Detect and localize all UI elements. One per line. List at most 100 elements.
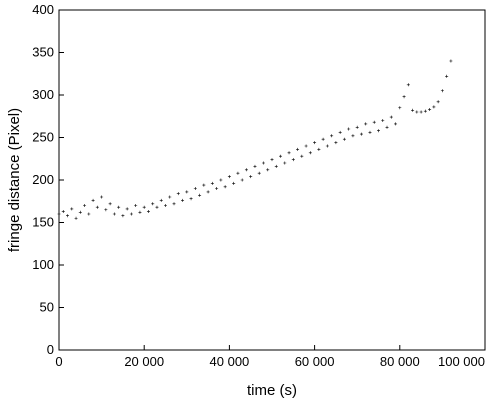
data-point [206, 190, 210, 194]
data-point [100, 195, 104, 199]
y-tick-label: 400 [32, 2, 54, 17]
data-point [372, 120, 376, 124]
data-point [159, 198, 163, 202]
data-point [445, 74, 449, 78]
data-point [253, 164, 257, 168]
data-point [74, 216, 78, 220]
data-point [317, 147, 321, 151]
data-point [270, 158, 274, 162]
data-point [359, 132, 363, 136]
data-point [398, 106, 402, 110]
data-point [236, 171, 240, 175]
x-axis-ticks: 0 20 000 40 000 60 000 80 000 100 000 [55, 345, 486, 369]
y-tick-label: 200 [32, 172, 54, 187]
y-tick-label: 300 [32, 87, 54, 102]
y-axis-ticks: 0 50 100 150 200 250 300 350 400 [32, 2, 64, 357]
data-point [257, 171, 261, 175]
x-tick-label: 60 000 [295, 354, 335, 369]
data-point [338, 130, 342, 134]
data-point [283, 161, 287, 165]
data-point [436, 100, 440, 104]
data-point [287, 151, 291, 155]
data-point [261, 161, 265, 165]
data-point [313, 141, 317, 145]
data-point [381, 119, 385, 122]
data-point [121, 214, 125, 218]
data-point [308, 151, 312, 155]
data-point [406, 83, 410, 87]
data-point [240, 178, 244, 182]
y-axis-title: fringe distance (Pixel) [6, 108, 23, 252]
y-tick-label: 150 [32, 215, 54, 230]
data-point [66, 214, 70, 218]
data-point [227, 175, 231, 179]
x-tick-label: 20 000 [124, 354, 164, 369]
data-point [134, 204, 138, 207]
data-point [244, 168, 248, 172]
data-point [321, 137, 325, 141]
data-point [215, 187, 219, 190]
data-point [249, 175, 253, 179]
data-point [155, 205, 159, 209]
data-point [78, 210, 82, 214]
data-point [355, 125, 359, 129]
data-point [198, 193, 202, 197]
data-point [87, 212, 91, 216]
y-tick-label: 350 [32, 45, 54, 60]
data-point [394, 122, 398, 126]
y-tick-label: 250 [32, 130, 54, 145]
plot-frame [58, 9, 486, 351]
data-point [112, 212, 116, 216]
data-point [185, 190, 189, 194]
data-point [104, 208, 108, 212]
data-point [70, 207, 74, 211]
data-point [449, 59, 453, 63]
x-tick-label: 100 000 [438, 354, 485, 369]
data-point [189, 197, 193, 201]
data-point [389, 115, 393, 119]
data-point [296, 147, 300, 151]
x-tick-label: 80 000 [380, 354, 420, 369]
data-point [266, 168, 270, 172]
data-point [291, 158, 295, 162]
data-points [57, 59, 453, 220]
data-point [402, 95, 406, 99]
data-point [368, 130, 372, 134]
data-point [385, 125, 389, 129]
data-point [411, 108, 415, 112]
data-point [108, 202, 112, 206]
data-point [142, 205, 146, 209]
data-point [210, 181, 214, 185]
data-point [168, 195, 172, 199]
data-point [193, 187, 197, 190]
data-point [347, 127, 351, 131]
data-point [377, 129, 380, 133]
data-point [232, 181, 236, 185]
data-point [125, 207, 129, 211]
data-point [334, 141, 338, 145]
x-axis-title: time (s) [247, 382, 297, 399]
data-point [95, 205, 99, 209]
data-point [129, 212, 133, 216]
data-point [117, 205, 121, 209]
data-point [91, 198, 95, 202]
data-point [304, 144, 308, 148]
data-point [279, 154, 283, 158]
data-point [138, 210, 142, 214]
data-point [151, 202, 155, 206]
data-point [364, 122, 368, 126]
data-point [146, 209, 150, 213]
y-tick-label: 50 [40, 300, 54, 315]
data-point [440, 89, 444, 93]
data-point [164, 204, 167, 207]
data-point [202, 183, 206, 187]
data-point [428, 107, 432, 111]
data-point [300, 154, 304, 158]
data-point [330, 134, 334, 138]
x-tick-label: 40 000 [210, 354, 250, 369]
data-point [181, 198, 185, 202]
data-point [274, 164, 278, 168]
data-point [342, 137, 346, 141]
data-point [351, 134, 355, 138]
